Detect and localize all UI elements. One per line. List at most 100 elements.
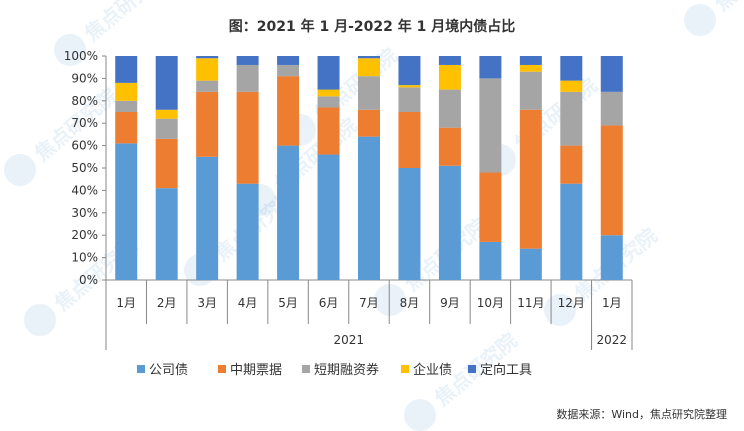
- legend-swatch: [468, 365, 476, 373]
- y-tick-label: 20%: [71, 228, 98, 242]
- bar-segment: [155, 138, 178, 189]
- bar-segment: [438, 165, 461, 280]
- bar-segment: [560, 145, 583, 184]
- bar-segment: [317, 96, 340, 108]
- watermark-logo-icon: [404, 399, 436, 431]
- x-tick-label: 3月: [197, 296, 217, 310]
- bar-segment: [358, 109, 380, 137]
- x-tick-label: 1月: [602, 296, 622, 310]
- x-tick-label: 7月: [359, 296, 379, 310]
- x-tick-label: 5月: [278, 296, 298, 310]
- bar-segment: [317, 89, 340, 97]
- bar-segment: [115, 143, 138, 280]
- watermark-logo-icon: [54, 34, 86, 66]
- bar-segment: [438, 127, 461, 166]
- chart-title: 图：2021 年 1 月-2022 年 1 月境内债占比: [229, 18, 515, 35]
- y-tick-label: 30%: [71, 206, 98, 220]
- y-tick-label: 70%: [71, 116, 98, 130]
- bar-segment: [115, 56, 138, 83]
- bar-segment: [600, 235, 623, 280]
- y-tick-label: 10%: [71, 251, 98, 265]
- bar-segment: [479, 172, 502, 242]
- watermark-logo-icon: [684, 4, 716, 36]
- watermark: 焦点研究院: [374, 213, 492, 316]
- bar-segment: [236, 64, 259, 92]
- watermark-text: 焦点研究院: [710, 0, 744, 16]
- bar-segment: [438, 89, 461, 128]
- bar-segment: [519, 248, 542, 280]
- bar-segment: [398, 87, 421, 112]
- legend-swatch: [218, 365, 226, 373]
- bar-segment: [317, 56, 340, 90]
- y-tick-label: 90%: [71, 71, 98, 85]
- bar-segment: [600, 91, 623, 126]
- bar-segment: [155, 188, 178, 280]
- x-tick-label: 4月: [238, 296, 258, 310]
- y-tick-label: 100%: [64, 49, 98, 63]
- bar-segment: [438, 56, 461, 65]
- bar-segment: [398, 85, 421, 88]
- bar-segment: [519, 56, 542, 65]
- bar-segment: [155, 56, 178, 110]
- x-tick-label: 6月: [319, 296, 339, 310]
- bar-segment: [438, 64, 461, 90]
- bar-segment: [196, 80, 219, 92]
- x-tick-label: 9月: [440, 296, 460, 310]
- axes: 0% 10% 20% 30% 40% 50% 60% 70% 80% 90% 100% 1月 2月 3月 4…: [64, 49, 633, 350]
- bar-segment: [600, 125, 623, 236]
- watermark-text: 焦点研究院: [80, 0, 172, 46]
- legend-swatch: [302, 365, 310, 373]
- x-tick-label: 2月: [157, 296, 177, 310]
- y-tick-label: 50%: [71, 161, 98, 175]
- x-tick-label: 11月: [517, 296, 544, 310]
- bar-segment: [277, 64, 300, 77]
- bar-segment: [358, 56, 380, 59]
- bar-segment: [155, 118, 178, 139]
- y-tick-label: 40%: [71, 183, 98, 197]
- bar-segment: [398, 112, 421, 168]
- x-tick-label: 1月: [116, 296, 136, 310]
- bar-segment: [317, 107, 340, 155]
- bar-segment: [600, 56, 623, 92]
- x-tick-label: 12月: [558, 296, 585, 310]
- bar-segment: [519, 109, 542, 249]
- bar-segment: [560, 56, 583, 81]
- y-tick-label: 80%: [71, 94, 98, 108]
- bar-segment: [479, 241, 502, 280]
- bar-segment: [519, 71, 542, 110]
- legend-swatch: [401, 365, 409, 373]
- bar-segment: [479, 78, 502, 173]
- bar-segment: [196, 156, 219, 280]
- bar-segment: [115, 112, 138, 144]
- bar-segment: [398, 168, 421, 280]
- bar-segment: [317, 154, 340, 280]
- y-tick-label: 60%: [71, 139, 98, 153]
- watermark: 焦点研究院: [684, 0, 744, 36]
- watermark-logo-icon: [544, 294, 576, 326]
- bar-segment: [196, 56, 219, 59]
- legend-label: 中期票据: [230, 363, 282, 378]
- watermark-logo-icon: [4, 154, 36, 186]
- bar-segment: [358, 58, 380, 77]
- bar-segment: [236, 91, 259, 184]
- bar-segment: [277, 56, 300, 65]
- bar-segment: [560, 183, 583, 280]
- watermark: 焦点研究院: [4, 83, 122, 186]
- legend: 公司债 中期票据 短期融资券 企业债 定向工具: [137, 362, 532, 378]
- bar-segment: [560, 80, 583, 92]
- bar-segment: [115, 82, 138, 101]
- bar-segment: [479, 56, 502, 79]
- legend-swatch: [137, 365, 145, 373]
- bar-segment: [398, 56, 421, 86]
- y-tick-label: 0%: [79, 273, 98, 287]
- x-group-label: 2022: [596, 333, 627, 347]
- watermark-logo-icon: [24, 304, 56, 336]
- bar-segment: [196, 91, 219, 157]
- bar-segment: [358, 76, 380, 110]
- bar-segment: [519, 64, 542, 72]
- bar-segment: [277, 76, 300, 146]
- bar-segment: [277, 145, 300, 280]
- watermark-logo-icon: [374, 284, 406, 316]
- legend-label: 企业债: [413, 362, 452, 378]
